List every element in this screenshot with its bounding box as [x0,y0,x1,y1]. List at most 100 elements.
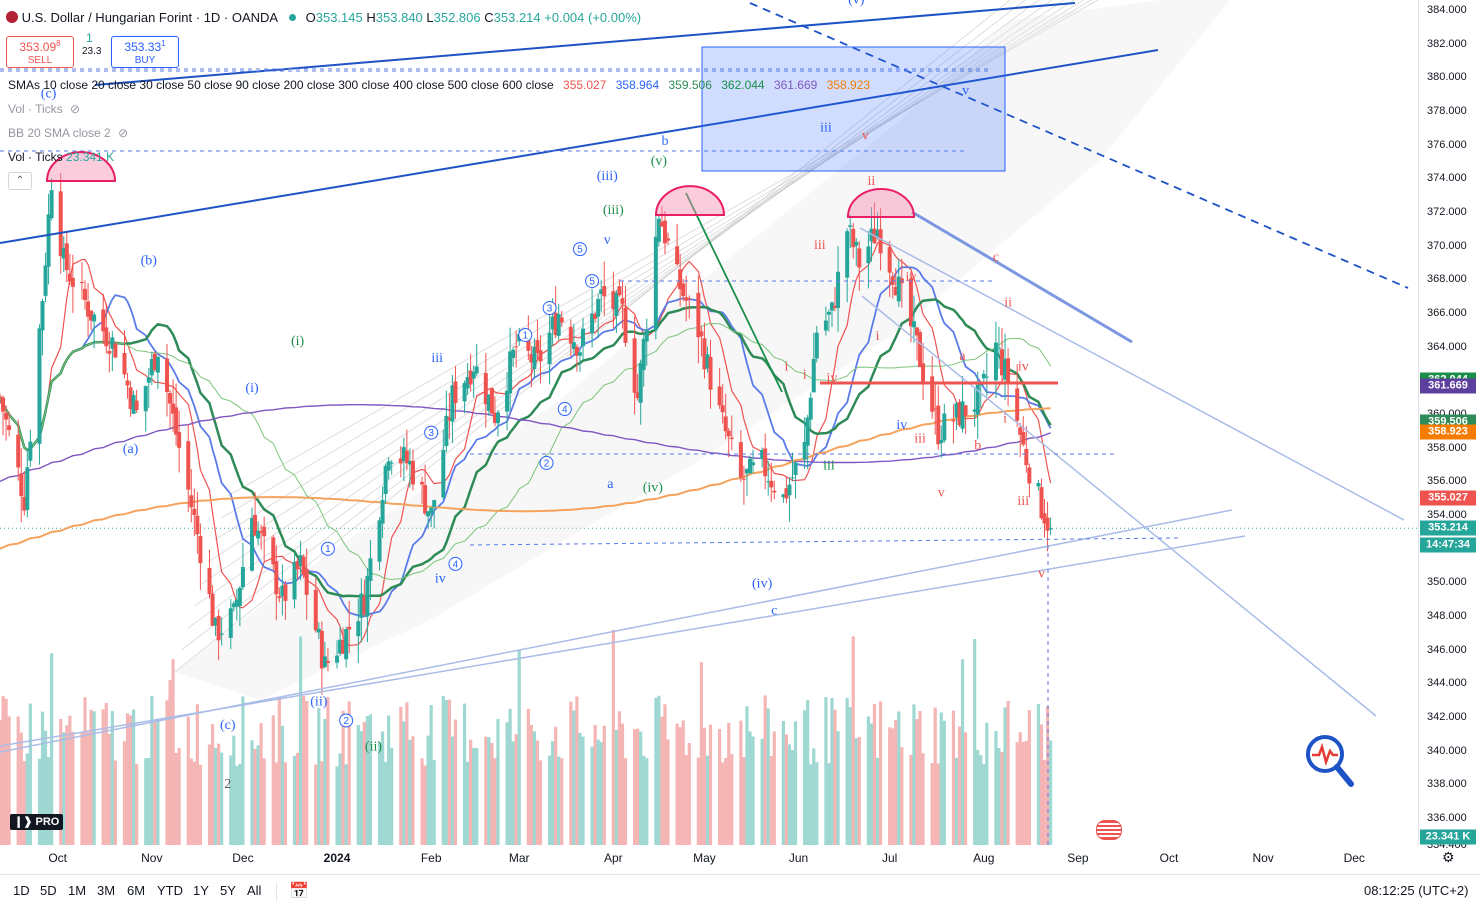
candle-body [122,353,127,375]
tv-logo-icon: ❙❱ [14,816,33,828]
volume-bar [724,758,728,845]
candle-body [489,387,494,414]
volume-bar [602,725,606,845]
volume-bar [593,725,597,845]
bb-legend[interactable]: BB 20 SMA close 2 ⊘ [8,126,128,140]
candle-body [338,639,343,654]
range-3m[interactable]: 3M [97,883,116,898]
buy-button[interactable]: 353.331 BUY [111,36,179,68]
range-6m[interactable]: 6M [127,883,146,898]
candle-body [213,618,218,626]
range-1m[interactable]: 1M [68,883,87,898]
candle-body [1048,528,1053,530]
sma-legend[interactable]: SMAs 10 close 20 close 30 close 50 close… [8,78,870,92]
volume-bar [657,695,661,845]
flag-icon [6,11,18,23]
symbol-title[interactable]: U.S. Dollar / Hungarian Forint · 1D · OA… [21,10,278,25]
range-ytd[interactable]: YTD [157,883,183,898]
price-tick-label: 342.000 [1427,711,1467,724]
candle-body [675,246,680,265]
us-flag-event-icon[interactable] [1096,820,1122,840]
wave-label: 2 [224,777,231,792]
volume-bar [769,756,773,845]
candle-body [19,473,24,497]
time-tick-label: Jul [881,851,898,865]
candle-body [316,628,321,633]
volume-bar [508,708,512,845]
candle-body [1,397,6,412]
wave-label: v [604,233,611,248]
volume-bar [377,741,382,845]
wave-label: iii [820,120,832,135]
candle-body [195,515,200,535]
candle-body [1006,358,1011,384]
eye-hidden-icon[interactable]: ⊘ [70,102,81,116]
volume-bar [620,723,625,845]
tradingview-logo[interactable]: ❙❱ PRO [10,814,64,830]
price-axis[interactable]: 384.000 382.000 380.000 378.000 376.000 374.0… [1418,0,1480,851]
vol-ticks-legend[interactable]: Vol · Ticks ⊘ [8,102,80,116]
bottom-toolbar: 1D 5D 1M 3M 6M YTD 1Y 5Y All 📅 08:12:25 … [0,874,1480,909]
volume-bar [1039,724,1044,845]
volume-bar [295,752,300,845]
candle-body [738,442,743,478]
clock-timezone[interactable]: 08:12:25 (UTC+2) [1364,883,1469,898]
resistance-line-3 [861,295,1377,717]
volume-bar [71,731,75,845]
candle-body [410,460,415,485]
wave-label: iii [1017,494,1029,509]
volume-bar [217,743,221,845]
candle-body [423,485,428,514]
volume-bar [238,763,242,845]
time-tick-label: Dec [1343,851,1365,865]
sell-button[interactable]: 353.098 SELL [6,36,74,68]
range-1d[interactable]: 1D [13,883,30,898]
volume-bar [101,709,105,845]
volume-bar [1006,700,1010,845]
volume-bar [83,697,87,845]
volume-bar [872,703,877,845]
candle-body [25,467,30,510]
time-axis[interactable]: Oct Nov Dec 2024 Feb Mar Apr May Jun Jul Aug Sep Oct… [0,845,1418,871]
candle-body [960,401,965,429]
wave-label: (iii) [597,169,618,184]
price-tick-label: 378.000 [1427,105,1467,118]
volume-bar [954,757,959,845]
volume-bar [341,710,345,845]
vol-legend[interactable]: Vol · Ticks 23.341 K [8,150,114,164]
circled-number-text: 2 [544,458,550,469]
calendar-range-icon[interactable]: 📅 [289,883,309,900]
price-chart[interactable]: (c)(b)(a)(c)2(i)(i)(ii)(ii)iiiiv(iii)(ii… [0,0,1418,845]
volume-bar [132,709,136,845]
candle-body [474,366,479,374]
settings-gear-icon[interactable]: ⚙ [1442,849,1455,865]
range-5d[interactable]: 5D [40,883,57,898]
range-5y[interactable]: 5Y [220,883,236,898]
volume-bar [1015,742,1019,845]
volume-bar [475,747,479,845]
wave-label: (iii) [603,203,624,218]
volume-bar [380,731,385,845]
volume-bar [514,734,518,845]
eye-hidden-icon[interactable]: ⊘ [118,126,129,140]
candle-body [529,354,534,363]
candle-body [580,328,585,347]
candle-body [125,380,130,386]
magnifier-health-icon[interactable] [1304,734,1356,790]
drawing-tools[interactable] [0,2,1409,845]
candle-body [851,228,856,248]
volume-bar [848,707,852,845]
volume-bar [642,755,646,845]
spread-top: 1 [86,31,93,45]
volume-bar [869,723,874,845]
volume-bar [702,727,707,845]
volume-bar [408,739,412,845]
collapse-legend-button[interactable]: ⌃ [8,172,32,190]
top-arc-jun [846,187,916,218]
price-tick-label: 358.000 [1427,441,1467,454]
candle-body [996,347,1001,349]
range-1y[interactable]: 1Y [193,883,209,898]
volume-bar [429,705,433,845]
volume-bar [845,697,849,845]
range-all[interactable]: All [247,883,262,898]
